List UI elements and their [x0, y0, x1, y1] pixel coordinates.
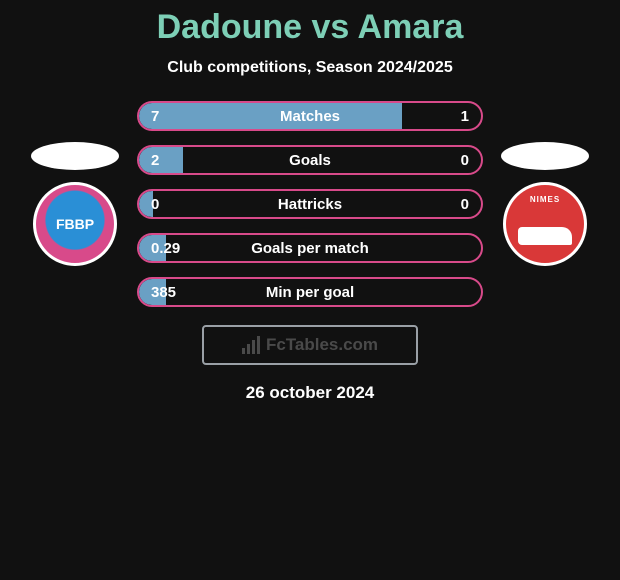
stat-right-value: 0 — [461, 147, 469, 173]
player-silhouette-left — [31, 142, 119, 170]
subtitle: Club competitions, Season 2024/2025 — [167, 59, 452, 77]
stat-label: Goals — [139, 147, 481, 173]
right-column: NIMES — [495, 142, 595, 266]
player-silhouette-right — [501, 142, 589, 170]
stat-bar: 385Min per goal — [137, 277, 483, 307]
team-logo-left: FBBP — [33, 182, 117, 266]
chart-icon — [242, 336, 260, 354]
page-title: Dadoune vs Amara — [157, 8, 464, 47]
branding-box: FcTables.com — [202, 325, 418, 365]
stat-bar: 2Goals0 — [137, 145, 483, 175]
stats-bars: 7Matches12Goals00Hattricks00.29Goals per… — [137, 101, 483, 307]
stat-bar: 0.29Goals per match — [137, 233, 483, 263]
stat-label: Hattricks — [139, 191, 481, 217]
team-logo-left-text: FBBP — [56, 216, 94, 232]
date-text: 26 october 2024 — [246, 383, 375, 403]
main-row: FBBP 7Matches12Goals00Hattricks00.29Goal… — [0, 101, 620, 307]
stat-label: Matches — [139, 103, 481, 129]
stat-right-value: 0 — [461, 191, 469, 217]
stat-label: Goals per match — [139, 235, 481, 261]
crocodile-icon — [518, 227, 572, 245]
stat-label: Min per goal — [139, 279, 481, 305]
stat-right-value: 1 — [461, 103, 469, 129]
team-logo-right: NIMES — [503, 182, 587, 266]
stat-bar: 0Hattricks0 — [137, 189, 483, 219]
left-column: FBBP — [25, 142, 125, 266]
team-logo-right-text: NIMES — [506, 195, 584, 204]
stat-bar: 7Matches1 — [137, 101, 483, 131]
branding-text: FcTables.com — [266, 335, 378, 355]
